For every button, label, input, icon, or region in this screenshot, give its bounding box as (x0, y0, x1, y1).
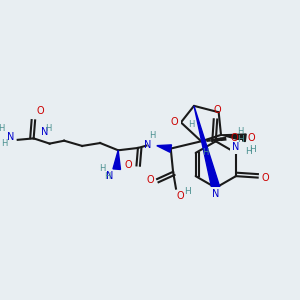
Text: N: N (41, 127, 48, 137)
Text: H: H (188, 120, 194, 129)
Text: H: H (202, 148, 209, 157)
Text: O: O (177, 191, 184, 201)
Text: O: O (147, 176, 154, 185)
Text: N: N (144, 140, 152, 150)
Text: N: N (232, 142, 240, 152)
Polygon shape (221, 134, 246, 142)
Text: H: H (99, 164, 106, 172)
Text: H: H (249, 145, 256, 154)
Text: O: O (247, 133, 255, 143)
Polygon shape (157, 145, 172, 152)
Text: O: O (171, 117, 178, 128)
Text: H: H (104, 172, 111, 181)
Text: H: H (184, 188, 191, 196)
Text: H: H (0, 124, 4, 133)
Text: H: H (1, 139, 8, 148)
Polygon shape (194, 106, 220, 189)
Text: H: H (149, 131, 155, 140)
Text: N: N (7, 132, 14, 142)
Polygon shape (113, 150, 121, 170)
Text: H: H (237, 128, 243, 136)
Text: H: H (245, 146, 252, 155)
Text: N: N (212, 189, 220, 199)
Text: N: N (106, 172, 114, 182)
Text: O: O (124, 160, 132, 170)
Text: O: O (261, 172, 269, 183)
Text: O: O (37, 106, 44, 116)
Text: O: O (213, 105, 221, 115)
Text: H: H (45, 124, 51, 133)
Text: O: O (230, 133, 238, 142)
Text: H: H (237, 135, 244, 144)
